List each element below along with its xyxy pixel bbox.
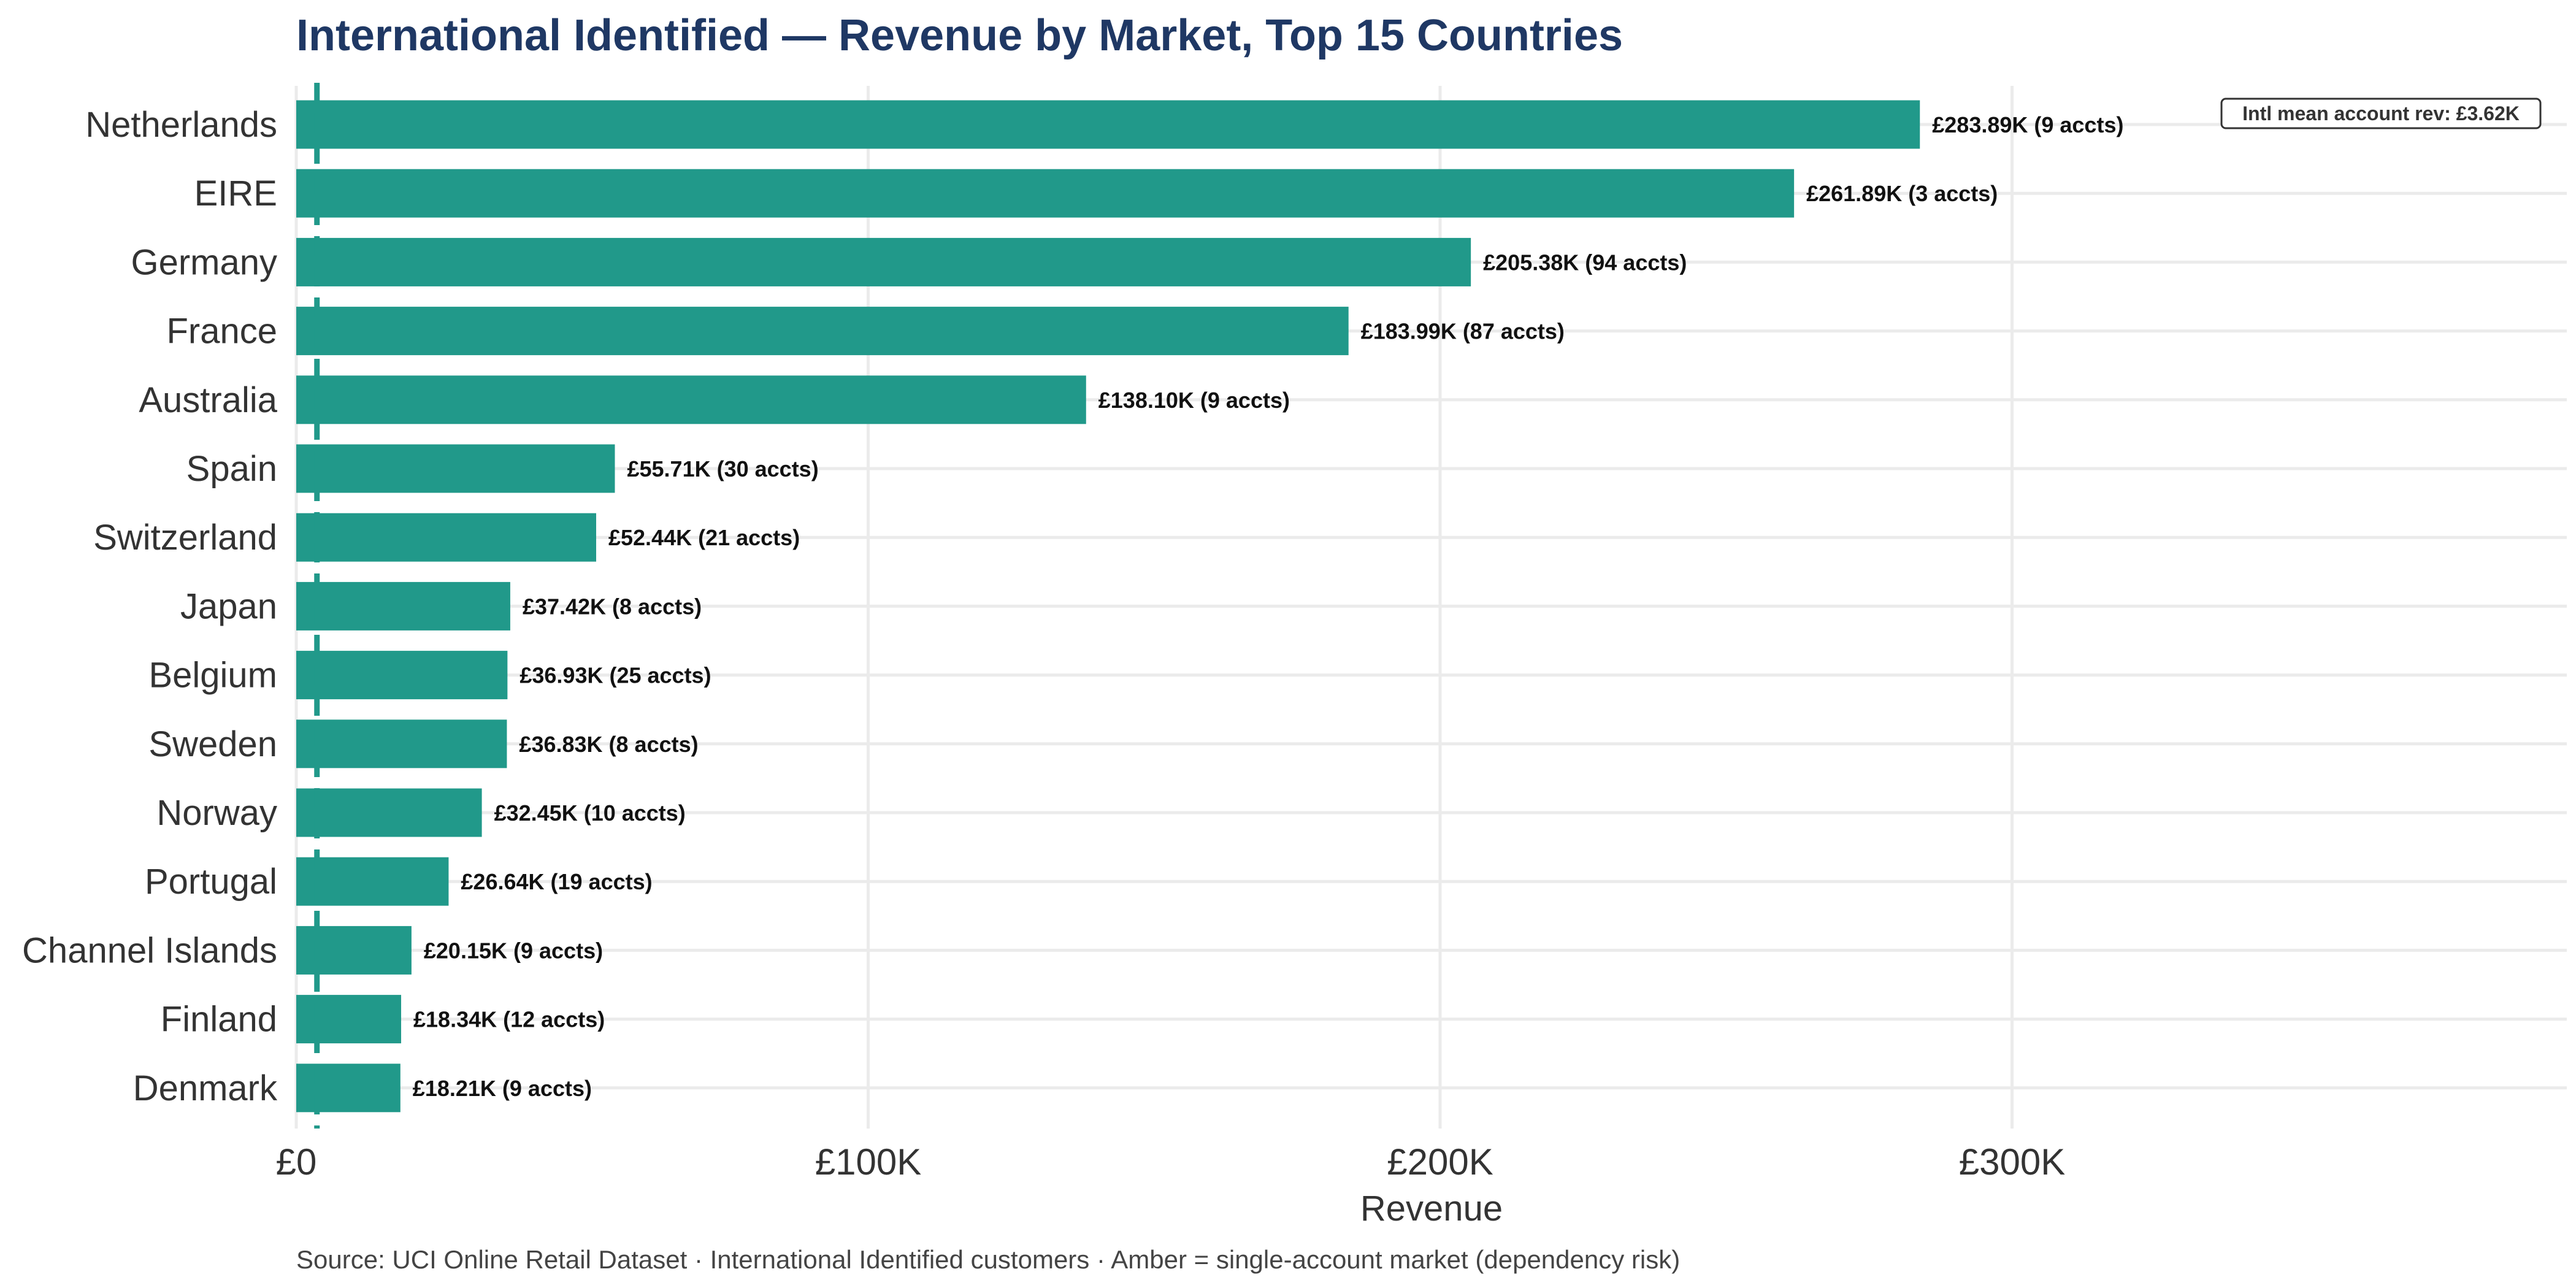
value-label: £36.93K (25 accts) xyxy=(519,663,711,688)
category-label: Portugal xyxy=(145,862,277,902)
category-label: Netherlands xyxy=(85,105,277,145)
bar xyxy=(296,651,508,700)
bars xyxy=(296,100,1920,1113)
value-label: £18.34K (12 accts) xyxy=(413,1007,605,1032)
value-label: £283.89K (9 accts) xyxy=(1932,112,2123,137)
category-label: Channel Islands xyxy=(22,930,277,970)
category-label: Germany xyxy=(131,242,277,282)
value-label: £20.15K (9 accts) xyxy=(424,938,603,963)
bar xyxy=(296,513,596,562)
x-tick-label: £0 xyxy=(276,1141,317,1183)
bar xyxy=(296,926,412,975)
value-label: £205.38K (94 accts) xyxy=(1483,250,1687,275)
value-label: £26.64K (19 accts) xyxy=(461,869,652,894)
category-label: Switzerland xyxy=(93,518,277,558)
category-label: Denmark xyxy=(133,1068,278,1108)
bar xyxy=(296,307,1349,356)
category-label: Australia xyxy=(139,380,277,420)
x-tick-labels: £0 £100K £200K £300K xyxy=(276,1141,2066,1183)
value-label: £36.83K (8 accts) xyxy=(519,732,698,757)
category-label: Japan xyxy=(180,586,277,626)
bar xyxy=(296,857,449,906)
value-label: £55.71K (30 accts) xyxy=(627,456,818,481)
x-tick-label: £300K xyxy=(1959,1141,2066,1183)
value-labels: £283.89K (9 accts) £261.89K (3 accts) £205… xyxy=(413,112,2124,1101)
value-label: £183.99K (87 accts) xyxy=(1361,319,1565,344)
category-label: Spain xyxy=(186,449,277,489)
category-labels: Netherlands EIRE Germany France Australia Spa… xyxy=(22,105,278,1108)
value-label: £37.42K (8 accts) xyxy=(523,594,702,619)
value-label: £18.21K (9 accts) xyxy=(413,1076,592,1101)
value-label: £138.10K (9 accts) xyxy=(1098,388,1290,413)
value-label: £52.44K (21 accts) xyxy=(608,525,800,550)
value-label: £32.45K (10 accts) xyxy=(494,800,686,826)
category-label: Belgium xyxy=(148,656,277,696)
category-label: Sweden xyxy=(148,724,277,764)
x-tick-label: £200K xyxy=(1387,1141,1493,1183)
bar xyxy=(296,788,482,837)
annotation-text: Intl mean account rev: £3.62K xyxy=(2242,102,2520,125)
bar xyxy=(296,719,507,769)
category-label: Finland xyxy=(161,1000,277,1040)
mean-annotation: Intl mean account rev: £3.62K xyxy=(2220,98,2542,129)
category-label: EIRE xyxy=(194,174,277,213)
bar xyxy=(296,581,510,631)
x-tick-label: £100K xyxy=(815,1141,922,1183)
bar xyxy=(296,995,402,1044)
value-label: £261.89K (3 accts) xyxy=(1806,181,1998,206)
bar xyxy=(296,169,1795,218)
bar xyxy=(296,237,1471,286)
bar xyxy=(296,1064,401,1113)
bar xyxy=(296,444,615,493)
chart-title: International Identified — Revenue by Ma… xyxy=(296,11,1623,60)
annotation-box xyxy=(2220,98,2542,129)
bar xyxy=(296,100,1920,149)
bar xyxy=(296,375,1086,424)
x-axis-title: Revenue xyxy=(1360,1189,1503,1229)
chart-caption: Source: UCI Online Retail Dataset · Inte… xyxy=(296,1245,1680,1274)
category-label: France xyxy=(166,312,277,351)
category-label: Norway xyxy=(156,793,277,833)
